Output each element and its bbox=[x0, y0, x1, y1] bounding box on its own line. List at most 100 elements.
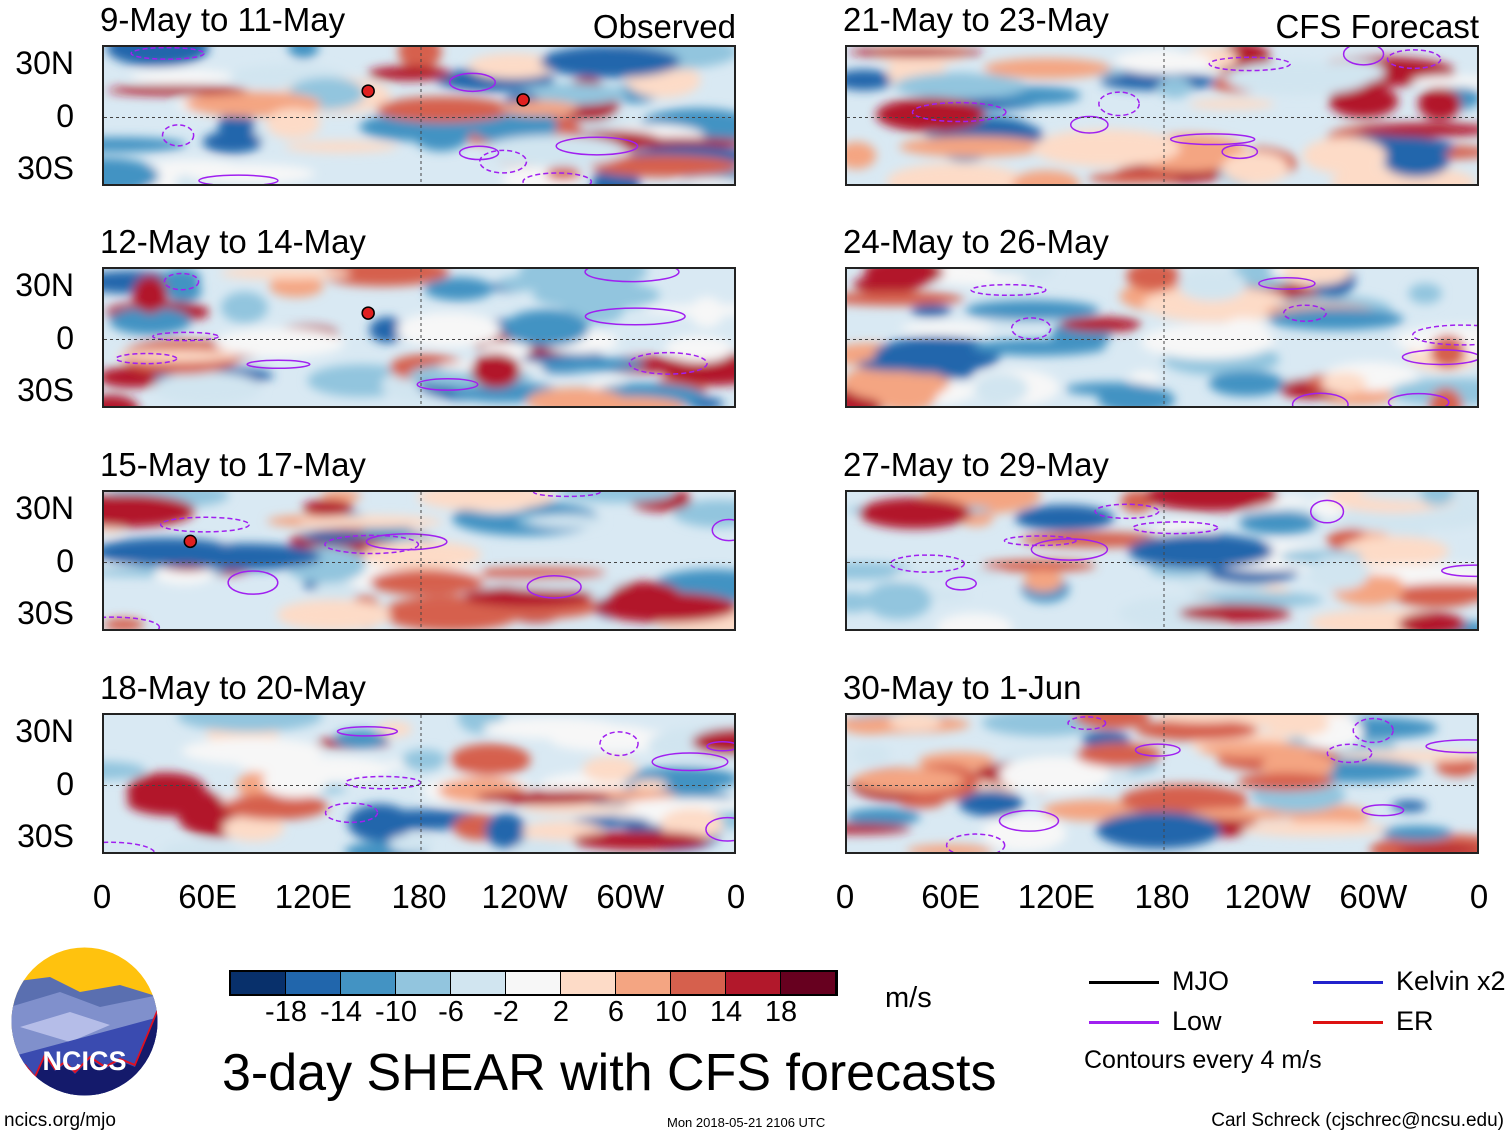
shear-blob bbox=[1208, 370, 1285, 397]
shear-blob bbox=[847, 808, 921, 826]
shear-blob bbox=[1267, 308, 1404, 331]
latitude-label: 30N bbox=[15, 712, 74, 749]
shear-blob bbox=[309, 532, 364, 544]
low-contour bbox=[416, 378, 479, 391]
shear-blob bbox=[1307, 555, 1370, 591]
low-contour bbox=[324, 534, 420, 555]
shear-blob bbox=[631, 779, 668, 791]
low-contour bbox=[1326, 743, 1373, 764]
shear-blob bbox=[1126, 269, 1180, 291]
shear-blob bbox=[1302, 137, 1387, 174]
shear-blob bbox=[223, 793, 328, 820]
shear-blob bbox=[1419, 492, 1454, 506]
shear-map-panel bbox=[845, 713, 1479, 854]
shear-blob bbox=[981, 814, 1067, 852]
shear-blob bbox=[471, 353, 521, 389]
shear-blob bbox=[424, 277, 494, 301]
shear-blob bbox=[1128, 533, 1274, 569]
colorbar-swatch bbox=[286, 972, 341, 994]
shear-blob bbox=[611, 581, 681, 611]
low-contour bbox=[1010, 317, 1052, 340]
shear-blob bbox=[1240, 821, 1388, 837]
shear-blob bbox=[664, 335, 733, 363]
shear-map-panel bbox=[102, 267, 736, 408]
low-contour bbox=[1169, 133, 1256, 146]
shear-map-panel bbox=[845, 45, 1479, 186]
colorbar-units: m/s bbox=[885, 982, 932, 1014]
colorbar-swatch bbox=[561, 972, 616, 994]
panel-title: 18-May to 20-May bbox=[100, 669, 366, 706]
shear-blob bbox=[176, 715, 323, 732]
longitude-label: 120W bbox=[481, 878, 568, 915]
shear-blob bbox=[104, 761, 146, 780]
latitude-label: 30S bbox=[17, 150, 74, 187]
shear-map-panel bbox=[102, 713, 736, 854]
colorbar-tick-label: -10 bbox=[375, 996, 417, 1028]
shear-blob bbox=[847, 291, 964, 306]
low-contour bbox=[526, 575, 582, 599]
colorbar-swatch bbox=[726, 972, 781, 994]
colorbar bbox=[229, 970, 838, 996]
legend-swatch-low bbox=[1089, 1021, 1159, 1024]
shear-blob bbox=[287, 47, 319, 59]
shear-blob bbox=[362, 540, 482, 570]
colorbar-tick-label: 6 bbox=[607, 996, 625, 1028]
longitude-label: 180 bbox=[1134, 878, 1190, 915]
shear-blob bbox=[511, 83, 629, 106]
legend-label: Low bbox=[1172, 1006, 1222, 1036]
shear-blob bbox=[369, 569, 485, 596]
shear-blob bbox=[1418, 87, 1462, 121]
shear-blob bbox=[468, 53, 558, 79]
low-contour bbox=[198, 174, 279, 184]
colorbar-swatch bbox=[671, 972, 726, 994]
shear-blob bbox=[981, 715, 1103, 737]
shear-blob bbox=[266, 108, 321, 139]
shear-blob bbox=[160, 840, 241, 852]
low-contour bbox=[998, 809, 1060, 832]
low-contour bbox=[458, 145, 500, 161]
shear-blob bbox=[1281, 269, 1352, 286]
tropical-cyclone-icon bbox=[361, 306, 375, 320]
shear-blob bbox=[1339, 536, 1449, 567]
low-contour bbox=[1221, 144, 1259, 160]
shear-blob bbox=[528, 514, 604, 529]
panel-title: 12-May to 14-May bbox=[100, 223, 366, 260]
figure-title: 3-day SHEAR with CFS forecasts bbox=[222, 1044, 997, 1102]
shear-map-panel bbox=[102, 490, 736, 631]
shear-blob bbox=[109, 307, 192, 335]
shear-blob bbox=[1135, 719, 1258, 741]
colorbar-swatch bbox=[396, 972, 451, 994]
shear-blob bbox=[518, 269, 648, 289]
footer-url[interactable]: ncics.org/mjo bbox=[4, 1110, 116, 1131]
shear-blob bbox=[539, 357, 646, 372]
shear-blob bbox=[106, 47, 210, 67]
shear-blob bbox=[540, 47, 681, 78]
panel-title: 15-May to 17-May bbox=[100, 446, 366, 483]
logo-text: NCICS bbox=[42, 1046, 126, 1076]
low-contour bbox=[104, 616, 161, 629]
shear-blob bbox=[859, 497, 971, 529]
shear-blob bbox=[1140, 324, 1275, 360]
low-contour bbox=[163, 272, 200, 291]
low-contour bbox=[115, 352, 178, 365]
shear-map-panel bbox=[845, 267, 1479, 408]
longitude-label: 60E bbox=[921, 878, 981, 915]
low-contour bbox=[130, 47, 205, 60]
shear-blob bbox=[503, 309, 589, 348]
latitude-label: 30N bbox=[15, 44, 74, 81]
low-contour bbox=[1282, 304, 1327, 322]
shear-blob bbox=[333, 730, 388, 748]
low-contour bbox=[365, 533, 448, 551]
shear-blob bbox=[302, 499, 354, 517]
shear-blob bbox=[520, 803, 638, 814]
contour-note: Contours every 4 m/s bbox=[1084, 1046, 1322, 1074]
low-contour bbox=[1208, 56, 1291, 72]
shear-blob bbox=[875, 97, 985, 132]
shear-blob bbox=[214, 327, 345, 358]
low-contour bbox=[889, 554, 966, 573]
colorbar-tick-label: -14 bbox=[320, 996, 362, 1028]
colorbar-tick-label: 18 bbox=[764, 996, 798, 1028]
latitude-label: 30S bbox=[17, 818, 74, 855]
shear-blob bbox=[998, 756, 1111, 793]
shear-blob bbox=[1059, 317, 1142, 333]
